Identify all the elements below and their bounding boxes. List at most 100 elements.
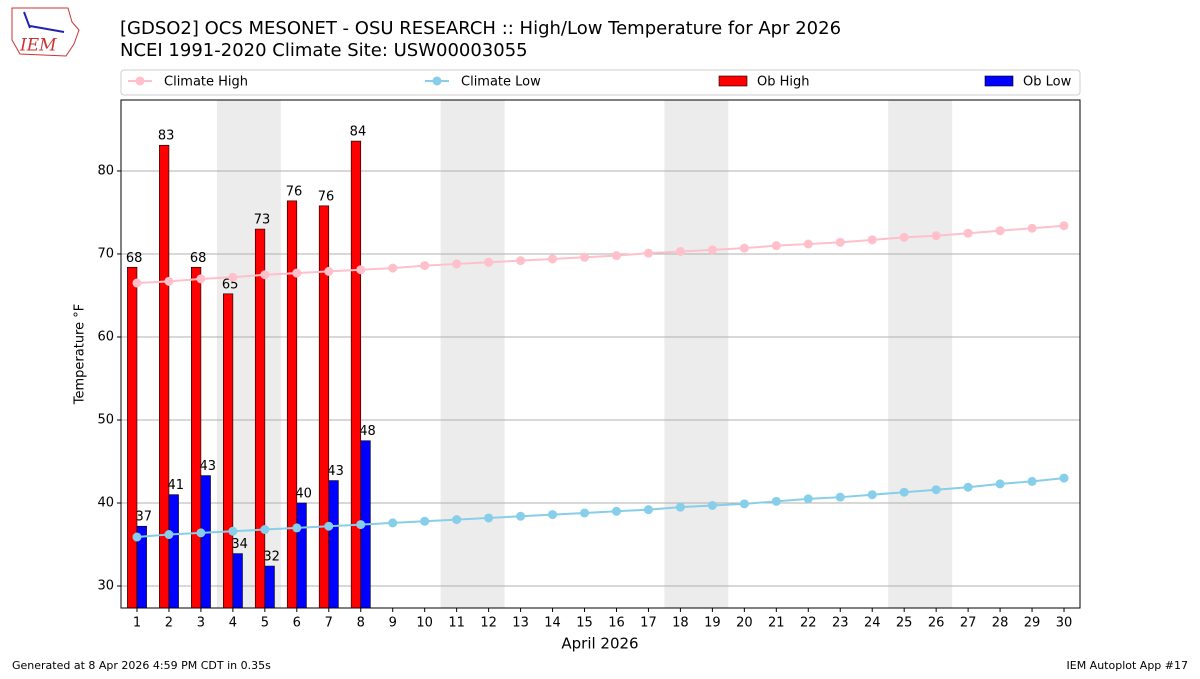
logo-icon xyxy=(23,11,31,29)
x-tick-label: 15 xyxy=(576,616,593,631)
marker xyxy=(995,479,1005,489)
marker xyxy=(931,231,941,241)
marker xyxy=(739,243,749,253)
weekend-band xyxy=(664,100,729,608)
y-tick-label: 60 xyxy=(97,329,114,344)
logo-icon xyxy=(29,25,65,33)
data-label: 32 xyxy=(263,550,280,565)
bar xyxy=(296,502,307,609)
marker xyxy=(292,268,302,278)
chart-title: [GDSO2] OCS MESONET - OSU RESEARCH :: Hi… xyxy=(120,18,841,39)
line xyxy=(136,477,1065,539)
legend-label: Ob Low xyxy=(1023,75,1072,90)
marker xyxy=(132,278,142,288)
x-tick-label: 3 xyxy=(197,616,205,631)
bar xyxy=(350,140,362,609)
x-tick-label: 23 xyxy=(832,616,849,631)
marker xyxy=(548,254,558,264)
marker xyxy=(867,490,877,500)
x-tick-label: 21 xyxy=(768,616,785,631)
marker xyxy=(899,232,909,242)
marker xyxy=(739,499,749,509)
marker xyxy=(675,246,685,256)
bar xyxy=(191,266,202,609)
x-tick-label: 30 xyxy=(1056,616,1073,631)
marker xyxy=(771,241,781,251)
marker xyxy=(899,487,909,497)
marker xyxy=(260,270,270,280)
marker xyxy=(164,276,174,286)
data-label: 73 xyxy=(254,213,271,228)
marker xyxy=(1059,473,1069,483)
x-tick-label: 29 xyxy=(1024,616,1041,631)
legend-swatch xyxy=(718,75,748,87)
marker xyxy=(580,508,590,518)
marker xyxy=(324,521,334,531)
marker xyxy=(867,235,877,245)
x-tick-label: 26 xyxy=(928,616,945,631)
bar xyxy=(232,553,243,609)
legend-label: Ob High xyxy=(757,75,810,90)
y-tick-label: 70 xyxy=(97,246,114,261)
footer-left: Generated at 8 Apr 2026 4:59 PM CDT in 0… xyxy=(12,659,271,672)
bar xyxy=(168,494,179,609)
x-tick-label: 4 xyxy=(229,616,237,631)
y-tick-label: 40 xyxy=(97,495,114,510)
marker xyxy=(803,494,813,504)
bar xyxy=(127,266,138,609)
marker xyxy=(196,528,206,538)
marker xyxy=(548,510,558,520)
x-tick-label: 7 xyxy=(325,616,333,631)
marker xyxy=(132,532,142,542)
x-tick-label: 20 xyxy=(736,616,753,631)
y-tick-label: 80 xyxy=(97,163,114,178)
x-tick-label: 17 xyxy=(640,616,657,631)
marker xyxy=(1027,476,1037,486)
marker xyxy=(516,511,526,521)
marker xyxy=(963,482,973,492)
marker xyxy=(643,505,653,515)
marker xyxy=(388,518,398,528)
logo-outline xyxy=(11,7,80,57)
data-label: 40 xyxy=(295,486,312,501)
x-tick-label: 8 xyxy=(357,616,365,631)
x-tick-label: 19 xyxy=(704,616,721,631)
x-tick-label: 16 xyxy=(608,616,625,631)
marker xyxy=(292,523,302,533)
marker xyxy=(228,272,238,282)
x-tick-label: 5 xyxy=(261,616,269,631)
marker xyxy=(771,496,781,506)
legend-label: Climate High xyxy=(164,75,248,90)
marker xyxy=(643,248,653,258)
logo-text: IEM xyxy=(19,36,57,56)
x-tick-label: 14 xyxy=(544,616,561,631)
marker xyxy=(324,266,334,276)
x-tick-label: 27 xyxy=(960,616,977,631)
data-label: 68 xyxy=(126,251,143,266)
legend-swatch xyxy=(432,76,442,86)
marker xyxy=(611,251,621,261)
marker xyxy=(452,259,462,269)
footer-right: IEM Autoplot App #17 xyxy=(1067,659,1189,672)
marker xyxy=(803,239,813,249)
marker xyxy=(580,252,590,262)
marker xyxy=(420,261,430,271)
marker xyxy=(1027,223,1037,233)
marker xyxy=(1059,221,1069,231)
bar xyxy=(200,475,211,609)
data-label: 76 xyxy=(318,189,335,204)
plot-frame xyxy=(120,99,1081,609)
x-tick-label: 22 xyxy=(800,616,817,631)
line xyxy=(136,224,1065,285)
data-label: 43 xyxy=(327,464,344,479)
x-tick-label: 11 xyxy=(448,616,465,631)
data-label: 76 xyxy=(286,184,303,199)
data-label: 83 xyxy=(158,129,175,144)
legend-swatch xyxy=(984,75,1014,87)
data-label: 34 xyxy=(231,537,248,552)
marker xyxy=(388,263,398,273)
marker xyxy=(356,520,366,530)
x-tick-label: 13 xyxy=(512,616,529,631)
bar xyxy=(264,565,275,609)
